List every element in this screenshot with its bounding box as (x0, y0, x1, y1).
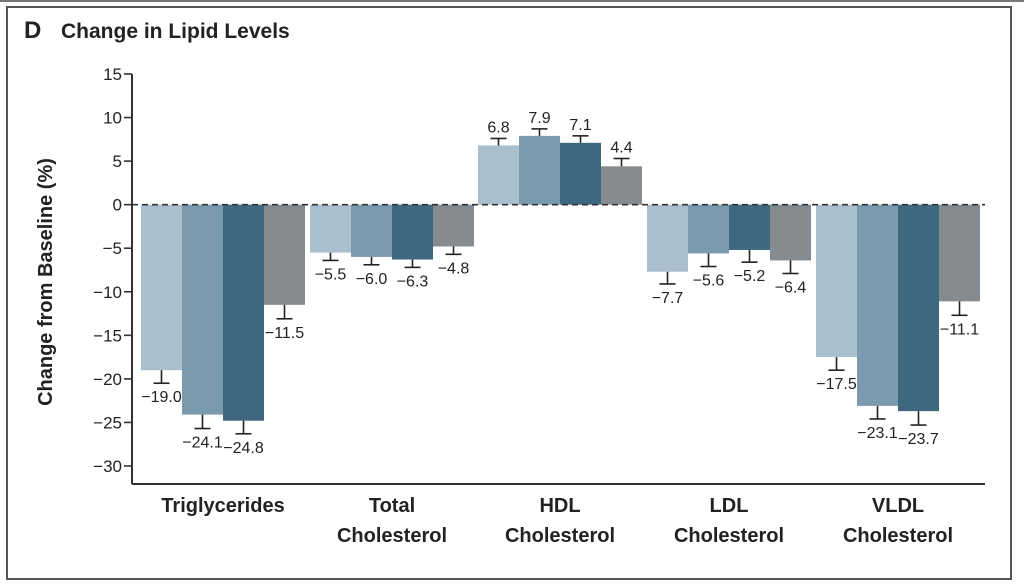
data-label: 7.1 (569, 117, 591, 134)
data-label: −5.2 (734, 268, 766, 285)
bar (264, 204, 305, 305)
y-tick-label: −5 (103, 239, 122, 258)
bar (392, 204, 433, 260)
data-label: 4.4 (610, 139, 632, 156)
data-label: −24.8 (223, 440, 264, 457)
data-label: −23.7 (898, 431, 939, 448)
bar (898, 204, 939, 412)
data-label: −17.5 (816, 376, 857, 393)
data-label: 7.9 (528, 110, 550, 127)
bar (351, 204, 392, 257)
bar (816, 204, 857, 358)
bar (647, 204, 688, 272)
bar (857, 204, 898, 406)
bar (519, 135, 560, 205)
bar (182, 204, 223, 415)
y-tick-label: −10 (93, 283, 122, 302)
bar (141, 204, 182, 371)
bar (433, 204, 474, 247)
data-label: 6.8 (487, 119, 509, 136)
y-tick-label: −20 (93, 370, 122, 389)
data-label: −6.4 (775, 279, 807, 296)
y-tick-label: −25 (93, 413, 122, 432)
data-label: −11.1 (940, 321, 979, 338)
bar (688, 204, 729, 254)
y-tick-label: 5 (113, 152, 122, 171)
bar (310, 204, 351, 253)
y-tick-label: 15 (103, 65, 122, 84)
data-label: −5.5 (315, 266, 347, 283)
y-axis-title: Change from Baseline (%) (35, 158, 57, 406)
x-tick-label: Total (369, 495, 415, 517)
x-tick-label: Cholesterol (843, 525, 953, 547)
x-tick-label: Triglycerides (161, 495, 284, 517)
bar (560, 142, 601, 205)
y-tick-label: 0 (113, 196, 122, 215)
data-label: −19.0 (141, 389, 182, 406)
y-tick-label: −30 (93, 457, 122, 476)
data-label: −7.7 (652, 290, 684, 307)
x-tick-label: Cholesterol (674, 525, 784, 547)
y-tick-label: 10 (103, 109, 122, 128)
y-tick-label: −15 (93, 326, 122, 345)
data-label: −5.6 (693, 273, 725, 290)
figure-frame (6, 6, 1012, 580)
x-tick-label: Cholesterol (337, 525, 447, 547)
x-tick-label: Cholesterol (505, 525, 615, 547)
data-label: −4.8 (438, 260, 470, 277)
top-border-line (0, 0, 1024, 2)
bar (223, 204, 264, 421)
bar (601, 166, 642, 205)
data-label: −6.0 (356, 271, 388, 288)
bar (939, 204, 980, 302)
panel-letter: D (24, 17, 42, 44)
x-tick-label: LDL (710, 495, 749, 517)
data-label: −24.1 (182, 435, 223, 452)
bar (770, 204, 811, 261)
chart-title: Change in Lipid Levels (61, 20, 290, 43)
bar (729, 204, 770, 250)
data-label: −23.1 (857, 425, 898, 442)
data-label: −11.5 (265, 325, 304, 342)
x-tick-label: VLDL (872, 495, 924, 517)
x-tick-label: HDL (539, 495, 580, 517)
bar (478, 145, 519, 205)
data-label: −6.3 (397, 273, 429, 290)
